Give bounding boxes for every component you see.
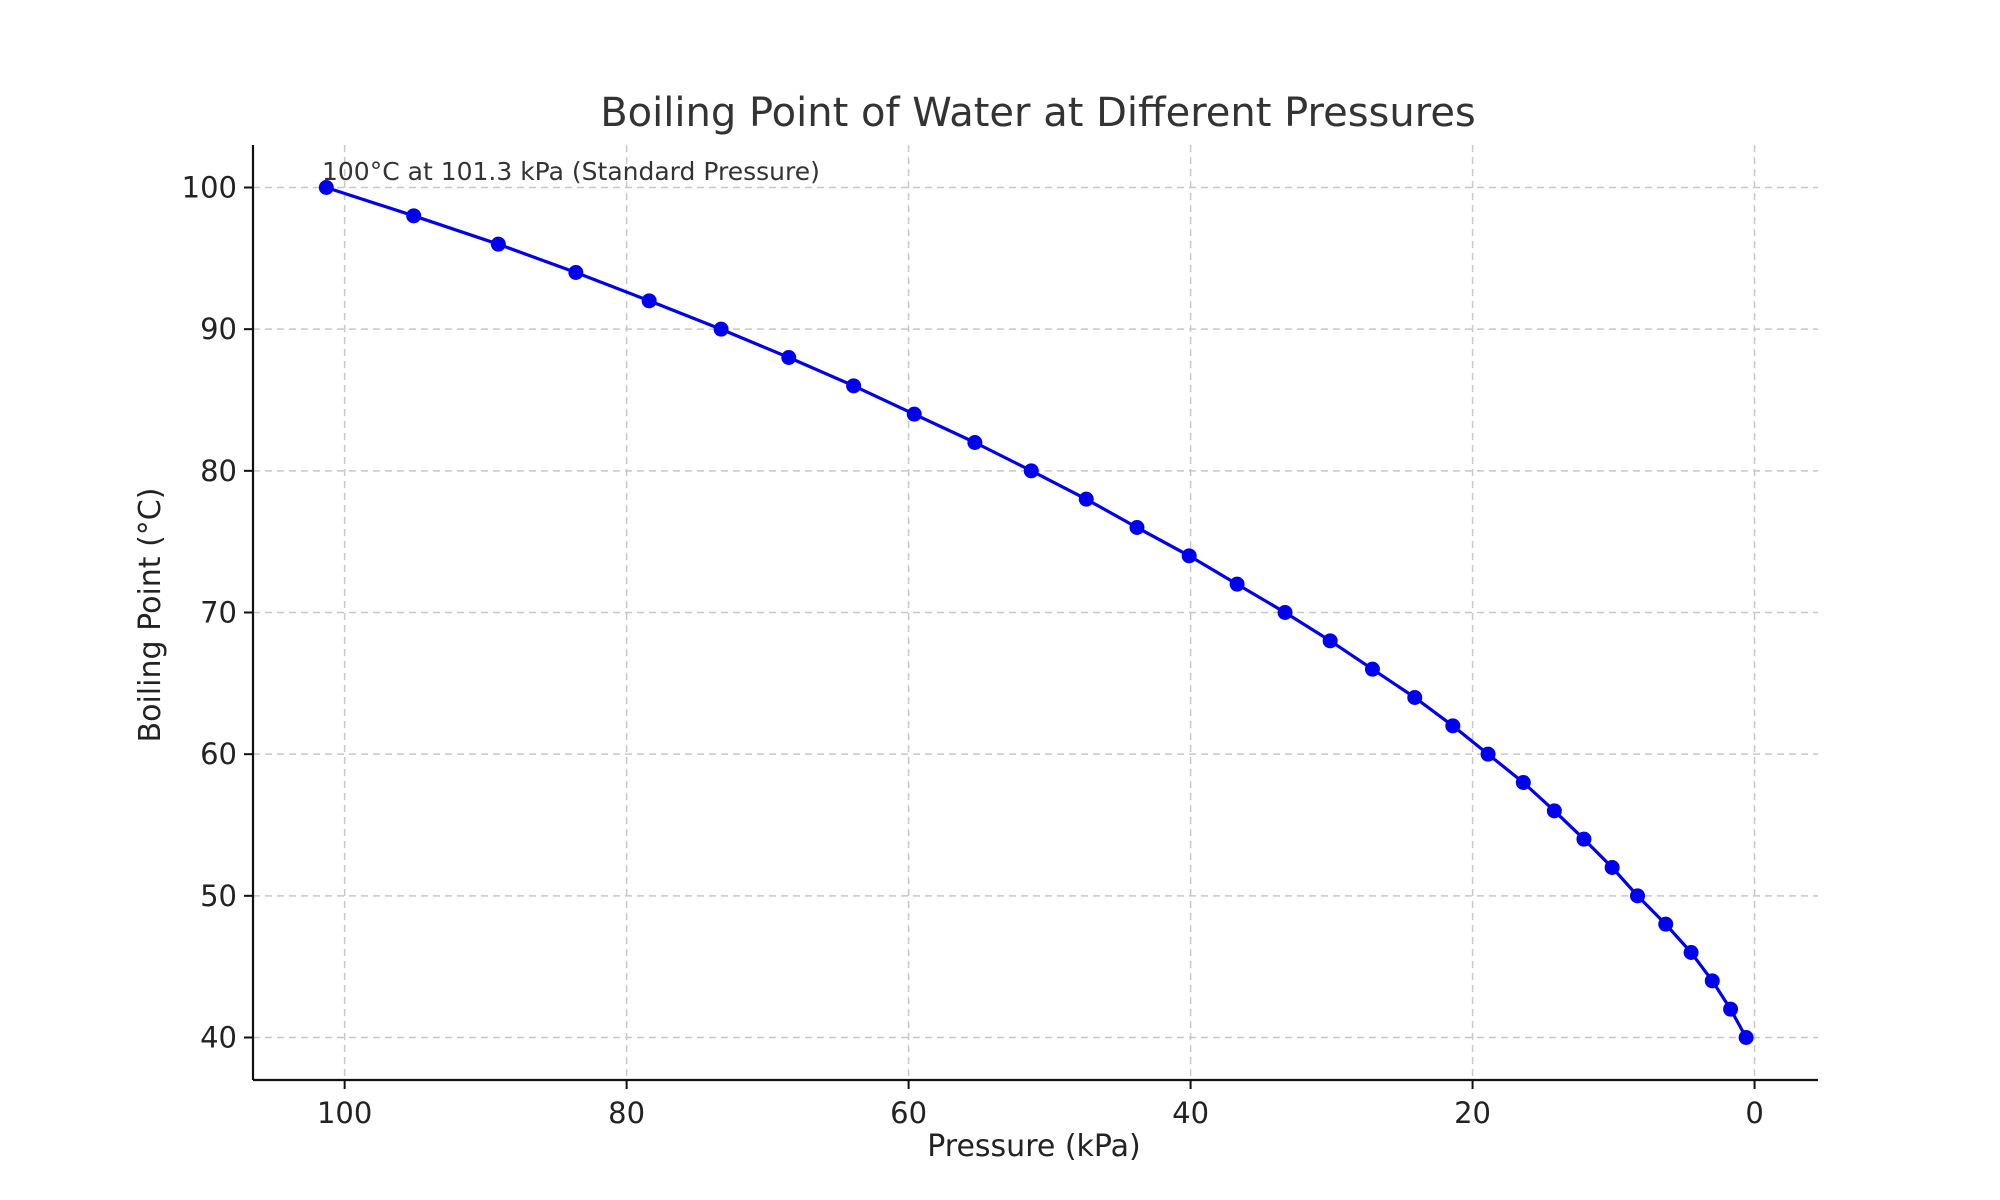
- data-point: [1723, 1001, 1739, 1017]
- data-point: [1630, 888, 1646, 904]
- x-tick-label: 100: [317, 1096, 372, 1130]
- y-tick-label: 100: [182, 171, 237, 205]
- x-tick-label: 60: [890, 1096, 927, 1130]
- data-point: [713, 321, 729, 337]
- chart-title: Boiling Point of Water at Different Pres…: [600, 90, 1476, 136]
- data-point: [1704, 973, 1720, 989]
- data-point: [1023, 463, 1039, 479]
- data-point: [1683, 945, 1699, 960]
- y-tick-label: 60: [200, 737, 237, 771]
- x-tick-label: 0: [1745, 1096, 1763, 1130]
- annotation-layer: 100°C at 101.3 kPa (Standard Pressure): [322, 157, 820, 186]
- standard-pressure-annotation: 100°C at 101.3 kPa (Standard Pressure): [322, 157, 820, 186]
- x-axis-label: Pressure (kPa): [927, 1129, 1141, 1164]
- data-point: [641, 293, 657, 309]
- data-point: [568, 265, 584, 280]
- y-tick-label: 70: [200, 596, 237, 630]
- data-point: [1078, 491, 1094, 507]
- y-tick-label: 50: [200, 879, 237, 913]
- data-point: [1738, 1030, 1754, 1045]
- y-axis-label: Boiling Point (°C): [133, 488, 168, 743]
- data-point: [781, 350, 797, 365]
- y-tick-label: 40: [200, 1021, 237, 1055]
- x-tick-label: 20: [1454, 1096, 1491, 1130]
- data-point: [1480, 746, 1496, 762]
- data-point: [1515, 775, 1531, 790]
- data-point: [1445, 718, 1461, 734]
- data-point: [846, 378, 862, 394]
- y-tick-label: 80: [200, 454, 237, 488]
- data-point: [1129, 520, 1145, 535]
- x-tick-label: 80: [608, 1096, 645, 1130]
- data-point: [318, 180, 334, 195]
- data-point: [906, 406, 922, 422]
- data-point: [490, 236, 506, 252]
- data-point: [1576, 831, 1592, 847]
- data-point: [1546, 803, 1562, 819]
- x-tick-label: 40: [1172, 1096, 1209, 1130]
- tick-layer: 100 80 60 40 20 0 40 50 60 70 80 90 100: [182, 171, 1764, 1131]
- data-point: [1181, 548, 1197, 564]
- grid-layer: [253, 145, 1818, 1080]
- data-point: [1322, 633, 1338, 649]
- data-point: [1229, 576, 1245, 592]
- data-point: [967, 435, 983, 450]
- data-point: [1604, 860, 1620, 875]
- series-layer: [318, 180, 1754, 1045]
- data-point: [1658, 916, 1674, 932]
- data-point: [1407, 690, 1423, 705]
- data-point: [406, 208, 422, 224]
- data-point: [1364, 661, 1380, 677]
- data-point: [1277, 605, 1293, 620]
- y-tick-label: 90: [200, 312, 237, 346]
